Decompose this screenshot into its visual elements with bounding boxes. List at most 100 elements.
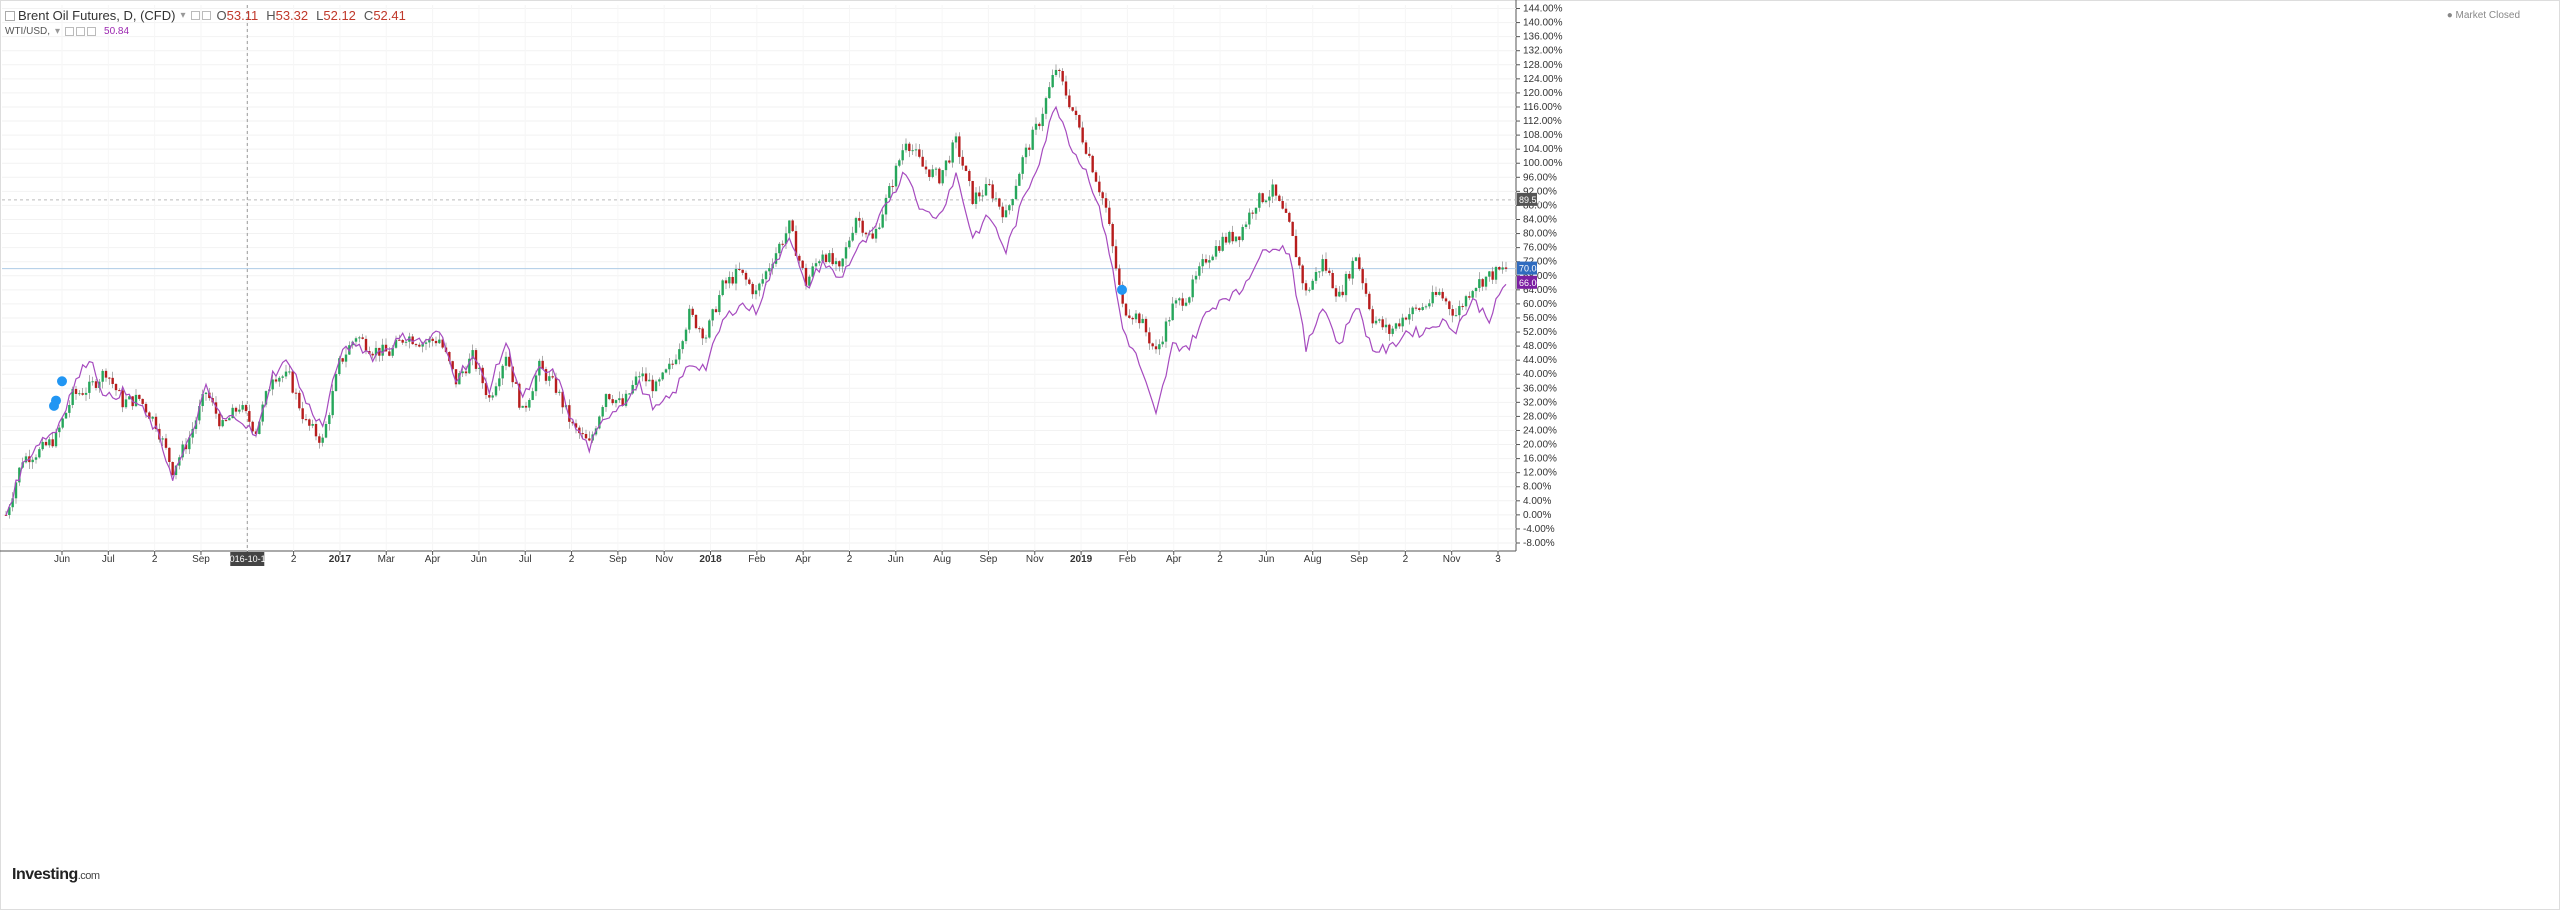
candle-body: [641, 373, 644, 377]
candle-body: [144, 403, 148, 413]
candle-body: [1294, 235, 1298, 258]
x-tick-label: 2: [1217, 554, 1223, 565]
y-tick-label: 104.00%: [1523, 144, 1563, 155]
candle-body: [1391, 328, 1394, 334]
candle-body: [1018, 173, 1021, 186]
candle-body: [314, 423, 318, 437]
visibility-box-icon[interactable]: [76, 27, 86, 36]
visibility-box-icon[interactable]: [201, 11, 211, 20]
candle-body: [694, 314, 698, 329]
candle-body: [648, 379, 651, 382]
chevron-down-icon[interactable]: ▾: [55, 26, 61, 37]
collapse-icon[interactable]: [5, 10, 15, 21]
candle-body: [304, 419, 308, 421]
y-tick-label: 48.00%: [1523, 341, 1557, 352]
candle-body: [344, 354, 348, 362]
settings-box-icon[interactable]: [65, 27, 75, 36]
candle-body: [994, 198, 998, 200]
candle-body: [878, 227, 881, 229]
candle-body: [251, 421, 254, 432]
close-value: 52.41: [373, 8, 406, 23]
candle-body: [991, 184, 994, 199]
candle-body: [531, 391, 534, 400]
candle-body: [1414, 307, 1418, 309]
candle-body: [1474, 288, 1478, 292]
candle-body: [1188, 297, 1191, 303]
candle-body: [1354, 257, 1358, 261]
x-tick-label: Apr: [1166, 554, 1182, 565]
candle-body: [1481, 279, 1484, 287]
remove-box-icon[interactable]: [87, 27, 97, 36]
candle-body: [338, 358, 341, 375]
candle-body: [358, 337, 361, 339]
candle-body: [174, 465, 178, 476]
y-tick-label: 32.00%: [1523, 397, 1557, 408]
candle-body: [724, 280, 728, 284]
candle-body: [858, 218, 861, 221]
candle-body: [811, 266, 814, 277]
candle-body: [1028, 147, 1031, 150]
candlestick-series: [4, 64, 1508, 519]
x-tick-label: 2: [152, 554, 158, 565]
candle-body: [328, 415, 331, 425]
candle-body: [474, 350, 478, 369]
candle-body: [151, 416, 154, 419]
candle-body: [324, 424, 328, 438]
candle-body: [94, 381, 98, 388]
candle-body: [1131, 317, 1134, 320]
candle-body: [334, 374, 338, 392]
high-label: H: [266, 8, 276, 23]
investing-logo: Investing.com: [12, 866, 100, 884]
candle-body: [71, 388, 74, 405]
candle-body: [1158, 344, 1161, 350]
candle-body: [614, 400, 618, 404]
logo-suffix: .com: [77, 870, 100, 882]
y-tick-label: 4.00%: [1523, 496, 1551, 507]
y-tick-label: 56.00%: [1523, 313, 1557, 324]
x-tick-label: Aug: [933, 554, 951, 565]
candle-body: [168, 447, 171, 462]
candle-body: [838, 261, 841, 267]
candle-body: [884, 197, 888, 215]
candle-body: [508, 356, 511, 367]
x-tick-label: Jul: [519, 554, 532, 565]
high-value: 53.32: [275, 8, 309, 23]
candle-body: [511, 366, 514, 383]
candle-body: [78, 393, 81, 395]
candle-body: [1408, 314, 1411, 320]
y-tick-label: 16.00%: [1523, 454, 1557, 465]
candle-body: [1488, 271, 1491, 277]
candle-body: [898, 160, 901, 166]
candle-body: [221, 420, 224, 427]
y-tick-label: 140.00%: [1523, 18, 1563, 29]
candle-body: [1384, 324, 1388, 328]
candle-body: [1004, 210, 1008, 218]
candle-body: [861, 220, 864, 233]
candle-body: [191, 428, 194, 438]
candle-body: [128, 396, 131, 400]
settings-box-icon[interactable]: [190, 11, 200, 20]
open-label: O: [216, 8, 227, 23]
symbol-title: Brent Oil Futures, D, (CFD): [18, 8, 176, 23]
candle-body: [544, 369, 548, 381]
chevron-down-icon[interactable]: ▾: [180, 10, 186, 21]
candle-body: [294, 392, 298, 394]
candle-body: [171, 461, 174, 476]
candle-body: [48, 439, 51, 446]
candle-body: [718, 295, 721, 313]
candle-body: [1364, 283, 1368, 294]
candle-body: [1451, 309, 1454, 316]
candle-body: [8, 507, 11, 516]
candle-body: [64, 412, 68, 419]
candle-body: [248, 411, 251, 422]
candle-body: [778, 243, 781, 254]
candle-body: [411, 336, 414, 345]
candle-body: [1218, 246, 1221, 251]
candle-body: [804, 267, 808, 286]
candle-body: [1411, 307, 1414, 315]
candle-body: [638, 376, 641, 378]
candle-body: [104, 370, 108, 378]
